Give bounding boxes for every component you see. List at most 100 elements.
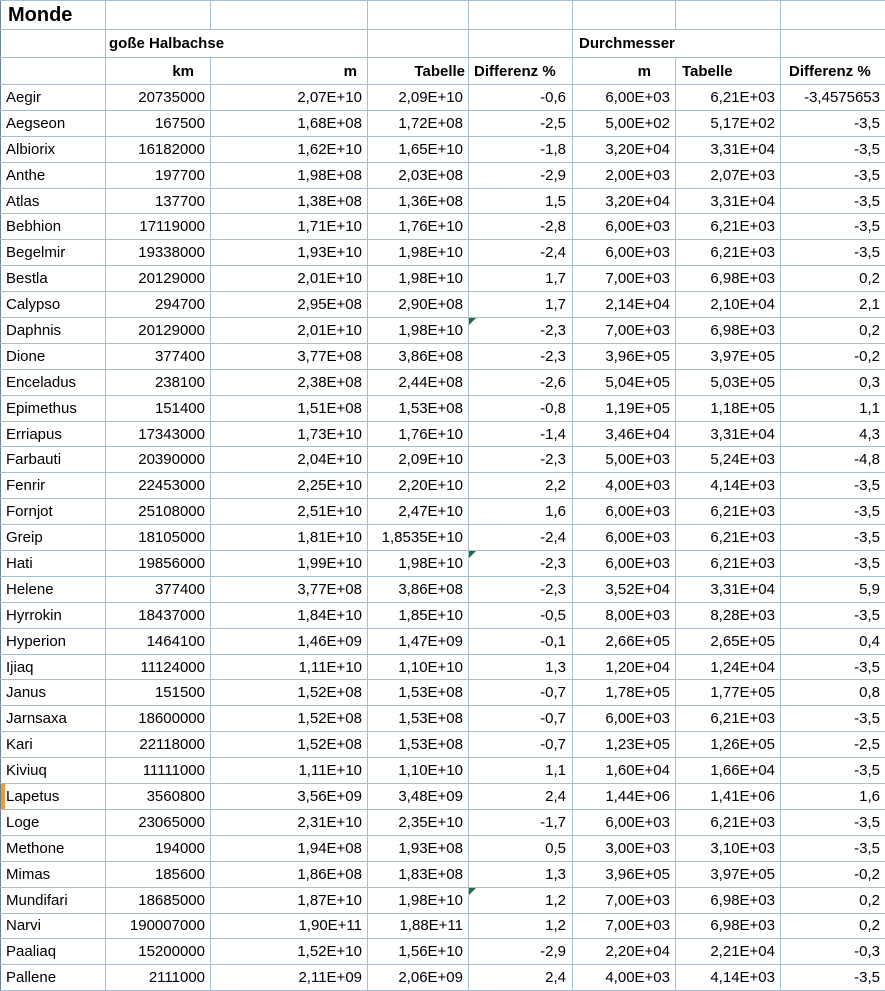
cell-halbachse-km[interactable]: 22453000 [106,473,211,499]
cell-durchmesser-tabelle[interactable]: 1,18E+05 [676,395,781,421]
cell-durchmesser-m[interactable]: 3,96E+05 [573,343,676,369]
cell-halbachse-tabelle[interactable]: 1,53E+08 [368,706,469,732]
cell-halbachse-km[interactable]: 23065000 [106,809,211,835]
cell-halbachse-m[interactable]: 2,07E+10 [211,85,368,111]
cell-halbachse-tabelle[interactable]: 2,35E+10 [368,809,469,835]
cell-durchmesser-m[interactable]: 7,00E+03 [573,913,676,939]
cell-halbachse-differenz[interactable]: 2,4 [469,784,573,810]
cell-halbachse-m[interactable]: 1,81E+10 [211,525,368,551]
cell-durchmesser-m[interactable]: 1,20E+04 [573,654,676,680]
cell-durchmesser-tabelle[interactable]: 3,31E+04 [676,188,781,214]
cell-halbachse-differenz[interactable]: -2,8 [469,214,573,240]
empty-cell[interactable] [106,1,211,30]
cell-moon-name[interactable]: Pallene [1,965,106,991]
cell-halbachse-tabelle[interactable]: 1,76E+10 [368,214,469,240]
cell-halbachse-km[interactable]: 25108000 [106,499,211,525]
cell-durchmesser-m[interactable]: 5,04E+05 [573,369,676,395]
cell-durchmesser-differenz[interactable]: -3,5 [781,110,885,136]
empty-cell[interactable] [573,1,676,30]
cell-moon-name[interactable]: Begelmir [1,240,106,266]
cell-durchmesser-tabelle[interactable]: 6,98E+03 [676,266,781,292]
cell-moon-name[interactable]: Narvi [1,913,106,939]
cell-durchmesser-differenz[interactable]: 1,6 [781,784,885,810]
cell-halbachse-m[interactable]: 1,90E+11 [211,913,368,939]
cell-durchmesser-m[interactable]: 5,00E+03 [573,447,676,473]
cell-halbachse-differenz[interactable]: 1,3 [469,861,573,887]
cell-durchmesser-m[interactable]: 4,00E+03 [573,473,676,499]
cell-halbachse-differenz[interactable]: 1,7 [469,266,573,292]
cell-halbachse-m[interactable]: 2,01E+10 [211,318,368,344]
cell-moon-name[interactable]: Fenrir [1,473,106,499]
cell-halbachse-km[interactable]: 20735000 [106,85,211,111]
cell-durchmesser-m[interactable]: 6,00E+03 [573,85,676,111]
cell-halbachse-km[interactable]: 194000 [106,835,211,861]
cell-halbachse-m[interactable]: 1,11E+10 [211,654,368,680]
cell-durchmesser-m[interactable]: 8,00E+03 [573,602,676,628]
cell-durchmesser-m[interactable]: 3,20E+04 [573,136,676,162]
cell-durchmesser-differenz[interactable]: -3,5 [781,473,885,499]
cell-halbachse-km[interactable]: 151400 [106,395,211,421]
cell-halbachse-m[interactable]: 1,73E+10 [211,421,368,447]
cell-durchmesser-differenz[interactable]: -0,2 [781,343,885,369]
empty-cell[interactable] [781,30,885,58]
cell-durchmesser-m[interactable]: 1,60E+04 [573,758,676,784]
cell-moon-name[interactable]: Hyperion [1,628,106,654]
cell-halbachse-differenz[interactable]: -0,8 [469,395,573,421]
cell-halbachse-differenz[interactable]: 1,3 [469,654,573,680]
cell-halbachse-km[interactable]: 20129000 [106,318,211,344]
cell-halbachse-km[interactable]: 18105000 [106,525,211,551]
cell-halbachse-km[interactable]: 20390000 [106,447,211,473]
cell-durchmesser-tabelle[interactable]: 6,21E+03 [676,551,781,577]
cell-durchmesser-tabelle[interactable]: 2,07E+03 [676,162,781,188]
cell-moon-name[interactable]: Hyrrokin [1,602,106,628]
cell-durchmesser-m[interactable]: 3,46E+04 [573,421,676,447]
column-header-m[interactable]: m [211,58,368,85]
column-header-diameter-tabelle[interactable]: Tabelle [676,58,781,85]
cell-moon-name[interactable]: Dione [1,343,106,369]
cell-durchmesser-m[interactable]: 7,00E+03 [573,318,676,344]
cell-halbachse-m[interactable]: 1,52E+10 [211,939,368,965]
cell-halbachse-differenz[interactable]: -0,1 [469,628,573,654]
empty-cell[interactable] [1,30,106,58]
cell-moon-name[interactable]: Helene [1,576,106,602]
cell-halbachse-tabelle[interactable]: 1,98E+10 [368,887,469,913]
cell-durchmesser-m[interactable]: 5,00E+02 [573,110,676,136]
cell-durchmesser-m[interactable]: 6,00E+03 [573,809,676,835]
cell-moon-name[interactable]: Greip [1,525,106,551]
cell-halbachse-tabelle[interactable]: 1,10E+10 [368,654,469,680]
cell-durchmesser-differenz[interactable]: 1,1 [781,395,885,421]
cell-moon-name[interactable]: Aegseon [1,110,106,136]
cell-halbachse-tabelle[interactable]: 1,83E+08 [368,861,469,887]
cell-durchmesser-tabelle[interactable]: 6,98E+03 [676,318,781,344]
cell-halbachse-m[interactable]: 1,86E+08 [211,861,368,887]
cell-moon-name[interactable]: Albiorix [1,136,106,162]
cell-halbachse-km[interactable]: 3560800 [106,784,211,810]
cell-halbachse-tabelle[interactable]: 2,09E+10 [368,85,469,111]
cell-durchmesser-tabelle[interactable]: 5,24E+03 [676,447,781,473]
cell-durchmesser-differenz[interactable]: -3,5 [781,809,885,835]
cell-moon-name[interactable]: Calypso [1,292,106,318]
cell-durchmesser-differenz[interactable]: -0,2 [781,861,885,887]
cell-halbachse-km[interactable]: 18437000 [106,602,211,628]
cell-halbachse-differenz[interactable]: 2,4 [469,965,573,991]
cell-durchmesser-differenz[interactable]: -3,5 [781,965,885,991]
cell-moon-name[interactable]: Hati [1,551,106,577]
cell-halbachse-tabelle[interactable]: 2,90E+08 [368,292,469,318]
cell-halbachse-km[interactable]: 197700 [106,162,211,188]
cell-halbachse-tabelle[interactable]: 3,86E+08 [368,576,469,602]
cell-durchmesser-differenz[interactable]: -3,5 [781,136,885,162]
cell-durchmesser-differenz[interactable]: -2,5 [781,732,885,758]
cell-halbachse-m[interactable]: 2,01E+10 [211,266,368,292]
empty-cell[interactable] [676,1,781,30]
cell-halbachse-km[interactable]: 2111000 [106,965,211,991]
column-header-diameter-m[interactable]: m [573,58,676,85]
cell-halbachse-m[interactable]: 1,68E+08 [211,110,368,136]
column-header-km[interactable]: km [106,58,211,85]
cell-durchmesser-m[interactable]: 1,19E+05 [573,395,676,421]
cell-moon-name[interactable]: Mundifari [1,887,106,913]
cell-durchmesser-differenz[interactable]: -3,5 [781,654,885,680]
cell-durchmesser-tabelle[interactable]: 8,28E+03 [676,602,781,628]
cell-durchmesser-m[interactable]: 1,44E+06 [573,784,676,810]
cell-durchmesser-m[interactable]: 6,00E+03 [573,240,676,266]
cell-moon-name[interactable]: Atlas [1,188,106,214]
